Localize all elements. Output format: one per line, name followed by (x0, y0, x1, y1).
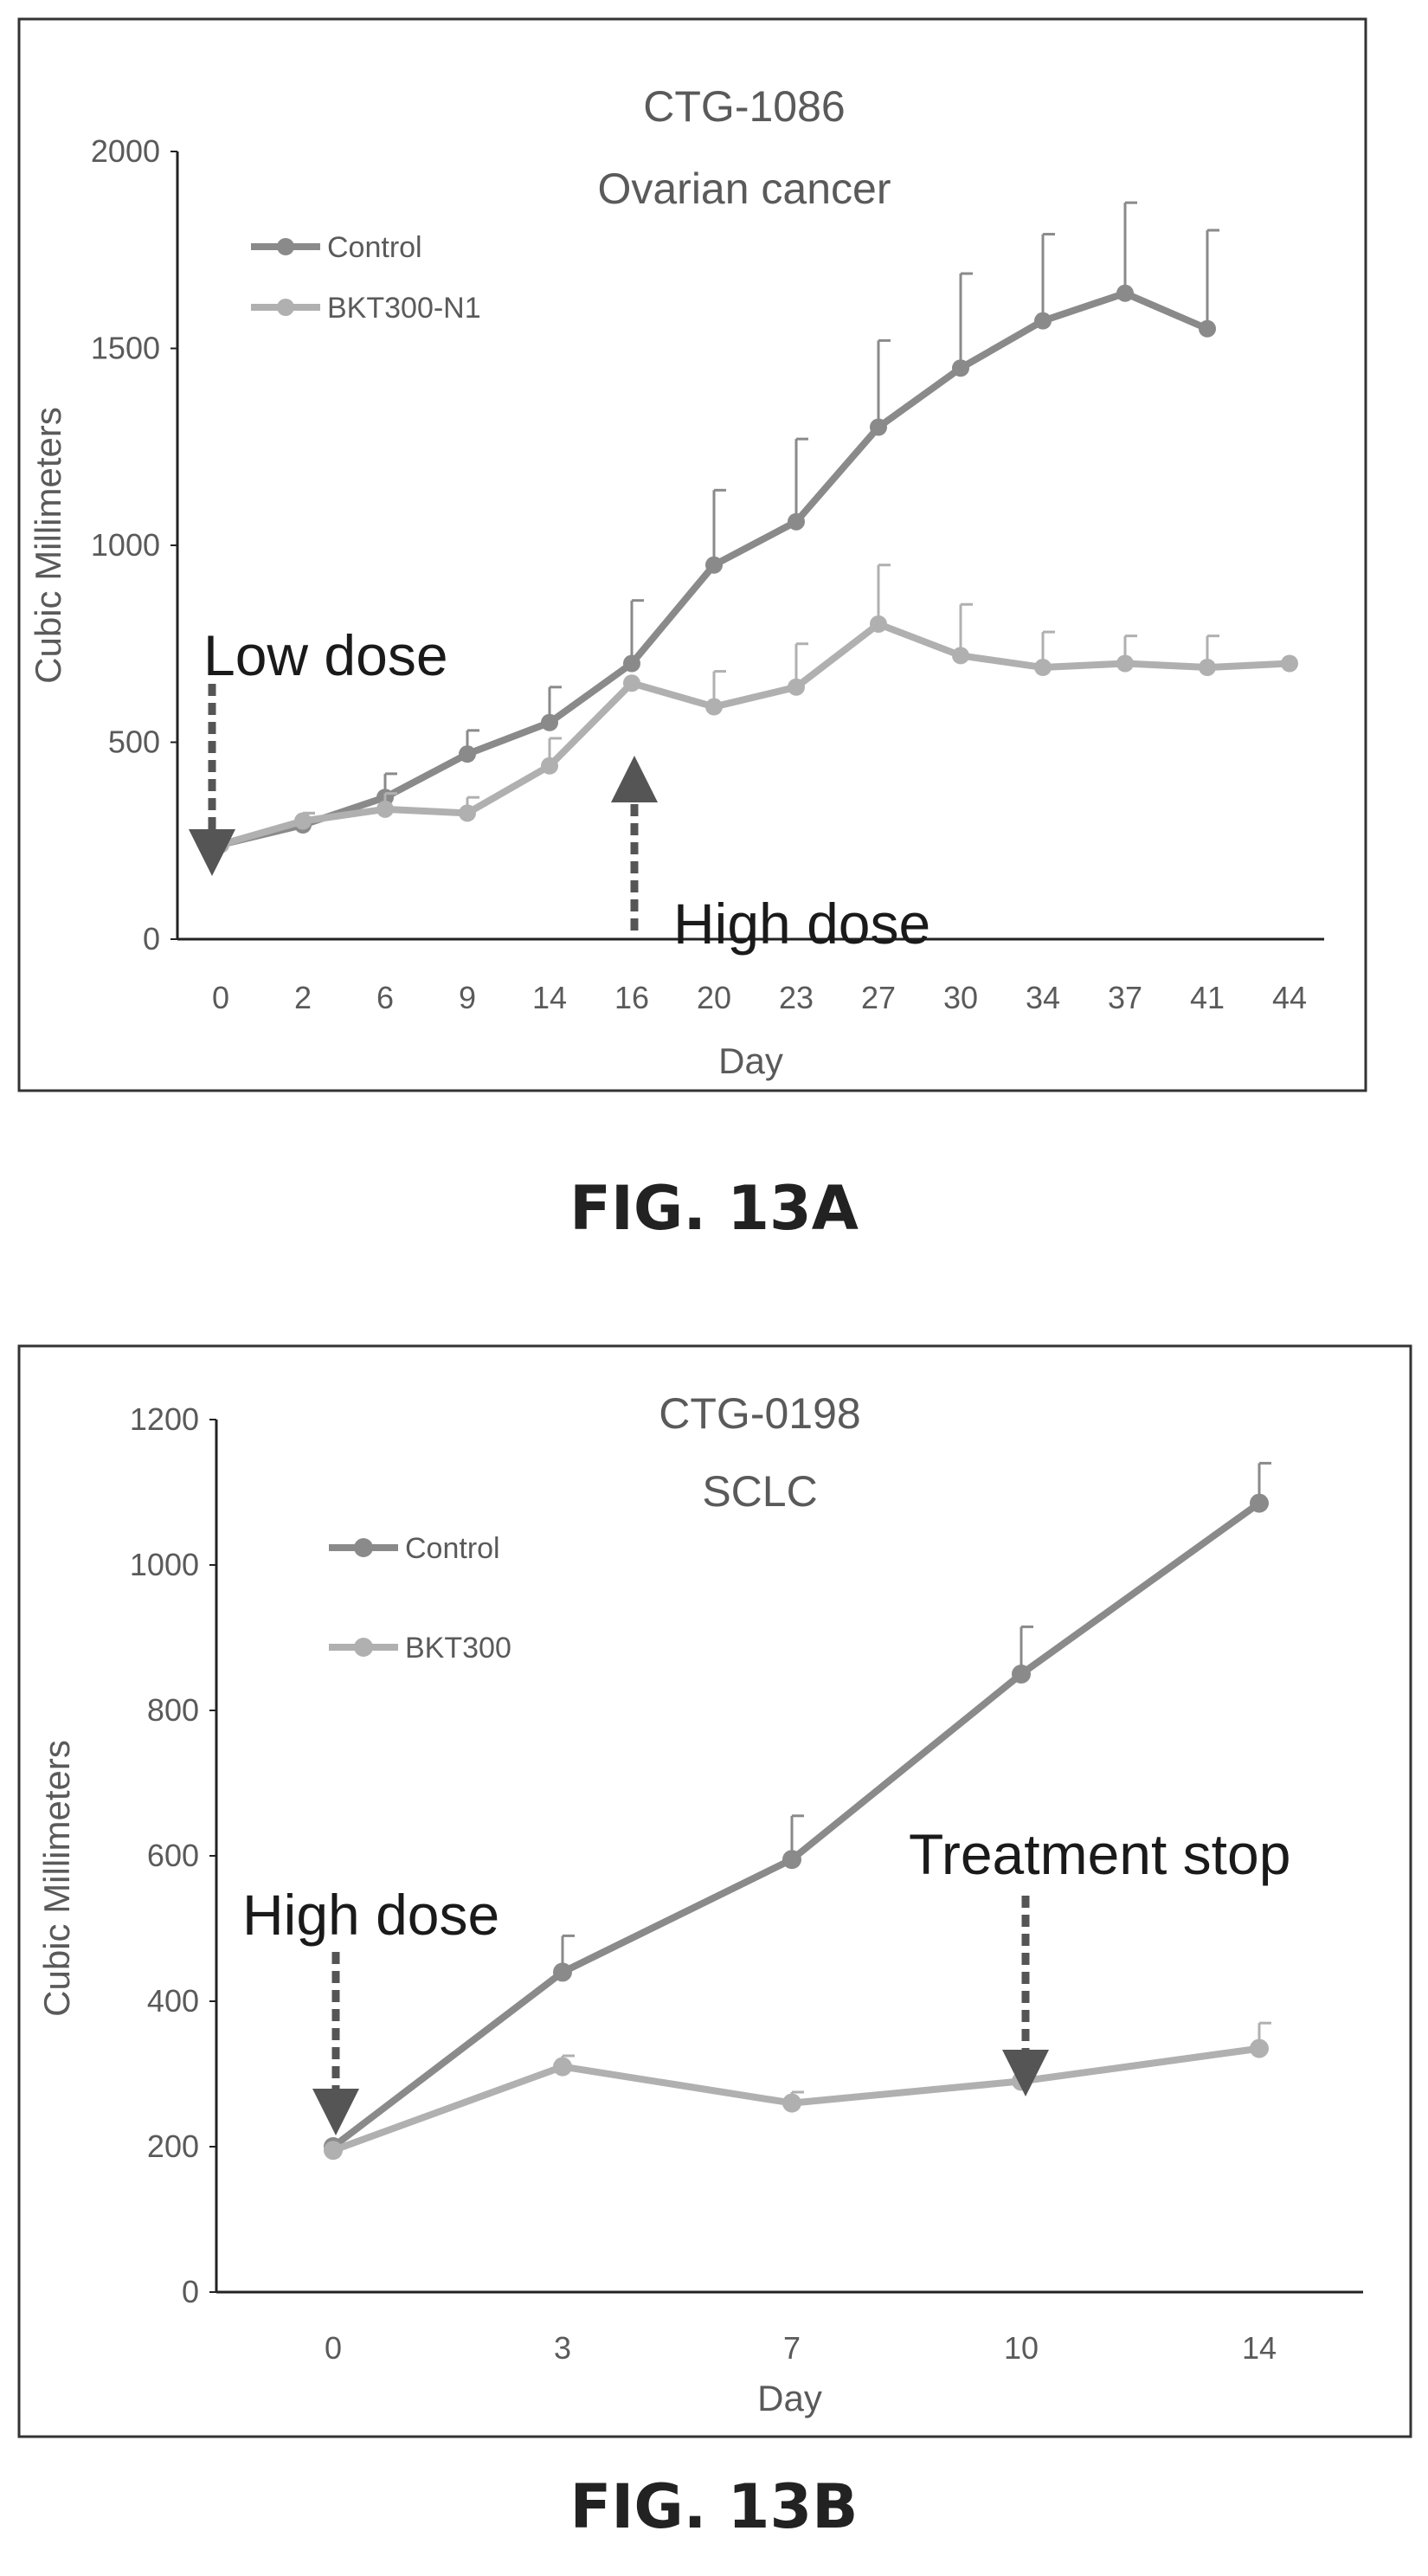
annotation-label: Low dose (203, 623, 448, 687)
data-point (623, 674, 640, 692)
y-tick-label: 1000 (91, 527, 160, 563)
legend-label: Control (405, 1532, 500, 1565)
data-point (553, 1962, 572, 1982)
x-tick-label: 2 (294, 980, 312, 1015)
data-point (376, 800, 394, 818)
y-tick-label: 1500 (91, 331, 160, 366)
x-tick-label: 27 (861, 980, 896, 1015)
series-line (219, 621, 1290, 848)
legend-marker (354, 1638, 373, 1657)
chart-13b: 0 200 400 600 800 1000 1200 0 3 7 10 14 Day Cubic Mil… (17, 1344, 1412, 2438)
x-tick-label: 7 (783, 2330, 801, 2366)
x-tick-label: 41 (1190, 980, 1225, 1015)
data-point (782, 2093, 801, 2113)
data-point (1199, 319, 1216, 338)
x-axis-title: Day (718, 1040, 783, 1081)
legend-marker (277, 299, 294, 316)
data-point (459, 804, 476, 822)
x-tick-label: 34 (1026, 980, 1060, 1015)
data-point (788, 678, 805, 696)
chart-title: CTG-1086 (643, 82, 845, 131)
x-tick-label: 10 (1004, 2330, 1039, 2366)
y-tick-label: 0 (182, 2274, 199, 2309)
x-tick-label: 23 (779, 980, 814, 1015)
x-tick-label: 0 (325, 2330, 342, 2366)
x-tick-label: 0 (212, 980, 229, 1015)
chart-subtitle: SCLC (702, 1467, 817, 1516)
data-point (324, 2141, 343, 2161)
series-bkt300-n1 (212, 564, 1298, 853)
data-point (1116, 284, 1134, 302)
data-point (782, 1850, 801, 1870)
data-point (870, 615, 887, 633)
chart-frame (17, 17, 1367, 1092)
data-point (1034, 312, 1052, 330)
data-point (541, 713, 558, 731)
x-axis-title: Day (757, 2378, 822, 2418)
y-tick-label: 400 (147, 1983, 199, 2019)
annotation-label: Treatment stop (909, 1822, 1290, 1886)
series-control (324, 1461, 1271, 2156)
y-tick-label: 600 (147, 1838, 199, 1873)
y-tick-label: 1000 (130, 1547, 199, 1582)
y-tick-label: 800 (147, 1692, 199, 1728)
legend-label: BKT300 (405, 1632, 511, 1665)
annotation-label: High dose (673, 892, 930, 956)
y-tick-label: 1200 (130, 1401, 199, 1437)
data-point (705, 556, 723, 574)
annotation-label: High dose (242, 1883, 499, 1947)
data-point (788, 512, 805, 531)
chart-13a: 0 500 1000 1500 2000 0 2 6 9 14 16 20 23 27 30 34 37 41 44… (17, 17, 1367, 1092)
data-point (1281, 654, 1298, 673)
data-point (1012, 1665, 1031, 1684)
y-tick-label: 200 (147, 2128, 199, 2164)
legend-marker (354, 1538, 373, 1557)
figure-caption-13b: FIG. 13B (569, 2471, 859, 2542)
chart-frame (17, 1344, 1412, 2438)
x-tick-label: 9 (459, 980, 476, 1015)
data-point (705, 698, 723, 716)
y-tick-label: 500 (108, 724, 160, 760)
data-point (870, 418, 887, 436)
y-tick-label: 0 (143, 921, 160, 956)
x-tick-label: 30 (943, 980, 978, 1015)
data-point (294, 812, 312, 830)
figure-caption-13a: FIG. 13A (569, 1173, 859, 1244)
data-point (459, 745, 476, 763)
data-point (1250, 1493, 1269, 1513)
data-point (952, 359, 969, 377)
data-point (1199, 659, 1216, 677)
data-point (623, 654, 640, 673)
y-axis-title: Cubic Millimeters (28, 407, 68, 684)
chart-subtitle: Ovarian cancer (597, 164, 891, 213)
data-point (1250, 2038, 1269, 2058)
data-point (952, 647, 969, 665)
x-tick-label: 14 (1242, 2330, 1277, 2366)
x-tick-label: 3 (554, 2330, 571, 2366)
legend-label: BKT300-N1 (327, 292, 481, 325)
x-tick-label: 37 (1108, 980, 1142, 1015)
legend-label: Control (327, 231, 422, 264)
y-tick-label: 2000 (91, 133, 160, 169)
data-point (541, 757, 558, 775)
x-tick-label: 16 (614, 980, 649, 1015)
chart-title: CTG-0198 (659, 1389, 860, 1438)
x-tick-label: 44 (1272, 980, 1307, 1015)
data-point (1116, 654, 1134, 673)
x-tick-label: 20 (697, 980, 731, 1015)
x-tick-label: 6 (376, 980, 394, 1015)
data-point (1034, 659, 1052, 677)
x-tick-label: 14 (532, 980, 567, 1015)
legend-marker (277, 238, 294, 255)
data-point (553, 2057, 572, 2077)
data-point (1012, 2071, 1031, 2091)
y-axis-title: Cubic Millimeters (36, 1740, 77, 2017)
